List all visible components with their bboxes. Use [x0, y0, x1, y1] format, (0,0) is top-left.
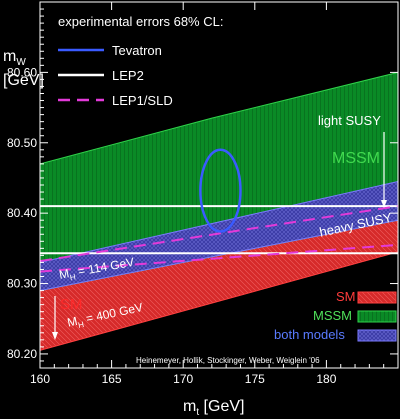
- annotation-mssm: MSSM: [332, 150, 380, 167]
- legend2-swatch-both-models: [357, 329, 397, 342]
- legend-lep2-label: LEP2: [112, 68, 144, 83]
- annotation-sm: SM: [60, 296, 83, 313]
- x-tick-label: 160: [30, 372, 50, 386]
- y-tick-label: 80.60: [7, 65, 37, 79]
- lep1sld-line-1: [40, 205, 398, 263]
- y-axis-title: mW [GeV]: [3, 48, 44, 90]
- x-tick-label: 175: [245, 372, 265, 386]
- x-tick-label: 165: [102, 372, 122, 386]
- tevatron-ellipse: [199, 148, 242, 233]
- annotation-light-susy: light SUSY: [318, 113, 381, 128]
- credit-text: Heinemeyer, Hollik, Stockinger, Weber, W…: [136, 356, 320, 365]
- legend2-mssm-label: MSSM: [313, 308, 352, 323]
- legend2-both-label: both models: [274, 327, 345, 342]
- x-tick-label: 180: [316, 372, 336, 386]
- y-tick-label: 80.40: [7, 206, 37, 220]
- x-axis-title: mt [GeV]: [183, 398, 245, 419]
- legend2-sm-label: SM: [336, 289, 356, 304]
- legend-lep1sld-label: LEP1/SLD: [112, 93, 173, 108]
- x-tick-label: 170: [173, 372, 193, 386]
- y-tick-label: 80.20: [7, 347, 37, 361]
- legend2-swatch-mssm: [357, 310, 397, 323]
- legend-title: experimental errors 68% CL:: [58, 14, 224, 29]
- band-both-models: [40, 180, 398, 292]
- light-susy-arrowhead: [381, 200, 387, 208]
- y-tick-label: 80.30: [7, 277, 37, 291]
- mh400-arrowhead: [52, 332, 58, 340]
- legend-tevatron-label: Tevatron: [112, 43, 162, 58]
- legend2-swatch-sm: [357, 291, 397, 304]
- lep1sld-line-2: [40, 243, 398, 273]
- y-tick-label: 80.50: [7, 136, 37, 150]
